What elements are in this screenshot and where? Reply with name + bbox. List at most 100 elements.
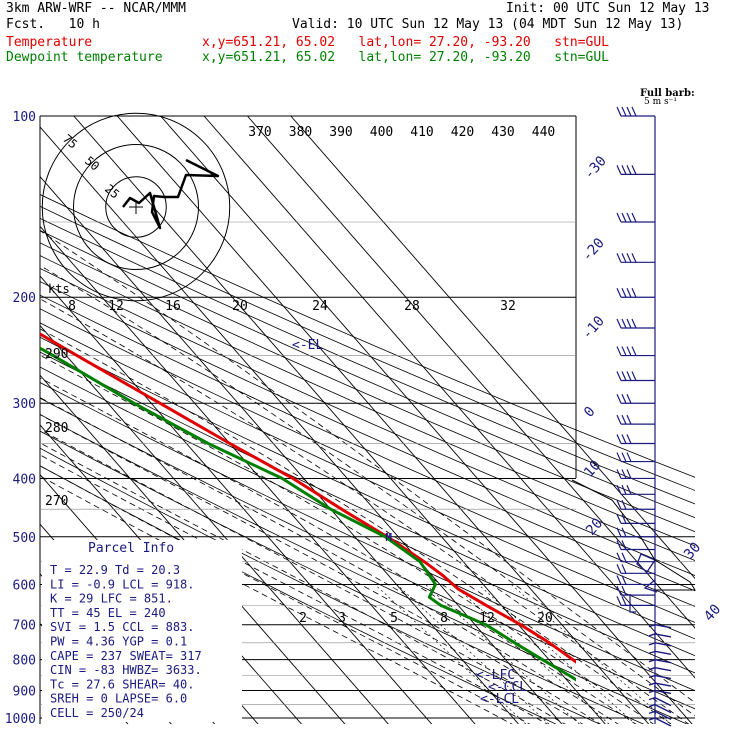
barb-flag: [616, 469, 622, 479]
barb-panel-edge: [571, 479, 696, 591]
barb-flag: [616, 596, 622, 606]
barb-flag: [616, 485, 622, 495]
wind-barb: [648, 674, 672, 680]
isotherm-line: [290, 115, 695, 580]
mixing-ratio-label: 32: [500, 299, 516, 314]
barb-flag: [621, 585, 627, 596]
isotherm-line: [203, 115, 695, 679]
pressure-tick-label: 300: [13, 397, 36, 412]
dry-adiabat: [40, 430, 645, 724]
pressure-tick-label: 900: [13, 684, 36, 699]
wind-barb: [616, 253, 655, 263]
barb-flag: [626, 318, 632, 329]
barb-flag: [616, 165, 622, 175]
theta-label: 410: [410, 125, 433, 140]
isotherm-line: [40, 225, 476, 724]
wind-barb: [616, 596, 655, 606]
barb-flag: [621, 469, 627, 479]
wind-barb: [616, 434, 655, 445]
barb-flag: [616, 527, 622, 538]
barb-flag: [631, 253, 637, 263]
wind-barb: [648, 633, 672, 638]
parcel-info-row: K = 29 LFC = 851.: [50, 592, 173, 606]
mixing-ratio-label: 20: [232, 299, 248, 314]
parcel-info-panel: Parcel Info T = 22.9 Td = 20.3LI = -0.9 L…: [42, 540, 242, 722]
barb-flag: [631, 371, 637, 381]
wind-barb: [616, 452, 655, 463]
theta-label: 440: [532, 125, 555, 140]
barb-flag: [621, 165, 627, 175]
model-title: 3km ARW-WRF -- NCAR/MMM: [6, 1, 187, 16]
lfc-label: <-LFC: [476, 668, 515, 683]
barb-flag: [621, 371, 627, 381]
barb-flag: [621, 287, 627, 298]
mixing-ratio-label: 12: [108, 299, 124, 314]
pressure-tick-label: 500: [13, 531, 36, 546]
dewpoint-profile: [40, 346, 576, 682]
isotherm-line: [73, 115, 606, 724]
barb-flag: [616, 393, 622, 404]
theta-label: 400: [370, 125, 393, 140]
wind-barb: [648, 717, 672, 727]
init-time: Init: 00 UTC Sun 12 May 13: [506, 1, 710, 16]
barb-flag: [621, 414, 627, 425]
parcel-marker: M: [385, 531, 392, 544]
barb-flag: [631, 346, 637, 356]
barb-flag: [626, 106, 632, 117]
barb-legend-value: 5 m s⁻¹: [644, 97, 677, 107]
theta-side-label: 270: [45, 494, 68, 509]
mixing-ratio-label: 20: [537, 611, 553, 626]
hodograph-ring: [73, 144, 199, 270]
temperature-tick-label: 0: [581, 404, 599, 421]
barb-flag: [621, 318, 627, 329]
parcel-info-row: CIN = -83 HWBZ= 3633.: [50, 663, 202, 677]
barb-flag: [631, 165, 637, 175]
wind-barb: [616, 318, 655, 329]
mixing-ratio-label: 8: [440, 611, 448, 626]
dry-adiabat: [40, 382, 695, 692]
parcel-info-background: [42, 540, 242, 722]
temperature-tick-label: 30: [681, 539, 704, 562]
wind-barb: [616, 212, 655, 223]
wind-barb: [648, 710, 672, 721]
temperature-tick-label: 40: [701, 601, 724, 624]
barb-flag: [616, 371, 622, 381]
barb-legend-title: Full barb:: [640, 88, 695, 99]
parcel-info-row: LI = -0.9 LCL = 918.: [50, 577, 195, 591]
wind-barb: [616, 514, 655, 524]
hodograph-ring: [41, 112, 231, 302]
temperature-location: x,y=651.21, 65.02 lat,lon= 27.20, -93.20…: [202, 35, 609, 50]
wind-barb: [616, 371, 655, 382]
pressure-tick-label: 1000: [5, 712, 36, 727]
barb-flag: [616, 575, 622, 585]
wind-barb: [616, 393, 655, 404]
dry-adiabat: [40, 322, 695, 623]
isotherm-line: [160, 115, 693, 724]
hodograph-ring-label: 25: [102, 182, 122, 202]
barb-flag: [616, 346, 622, 356]
theta-label: 420: [451, 125, 474, 140]
barb-flag: [621, 485, 627, 495]
wind-barb: [616, 540, 655, 551]
barb-flag: [626, 287, 632, 298]
mixing-ratio-label: 5: [390, 611, 398, 626]
barb-flag: [616, 414, 622, 425]
barb-flag: [616, 318, 622, 329]
dry-adiabat: [40, 194, 695, 478]
hodograph-ring: [105, 176, 167, 238]
wind-barb: [648, 667, 672, 672]
barb-flag: [626, 212, 632, 223]
theta-label: 430: [491, 125, 514, 140]
barb-flag: [626, 346, 632, 356]
barb-flag: [621, 575, 627, 585]
dry-adiabat: [40, 217, 695, 505]
parcel-info-row: T = 22.9 Td = 20.3: [50, 563, 180, 577]
dry-adiabat: [40, 465, 557, 724]
barb-flag: [616, 540, 622, 550]
temperature-tick-label: 20: [583, 515, 606, 538]
parcel-info-row: PW = 4.36 YGP = 0.1: [50, 635, 187, 649]
barb-flag: [616, 585, 622, 596]
barb-flag: [631, 287, 637, 298]
